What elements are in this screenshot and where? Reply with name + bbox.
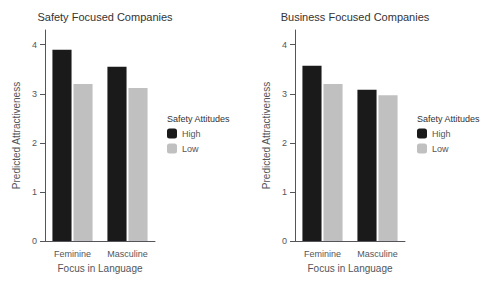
svg-text:Feminine: Feminine bbox=[54, 249, 91, 259]
svg-text:Predicted Attractiveness: Predicted Attractiveness bbox=[261, 82, 272, 189]
svg-text:2: 2 bbox=[32, 138, 37, 148]
svg-text:Focus in Language: Focus in Language bbox=[307, 263, 393, 274]
svg-text:Focus in Language: Focus in Language bbox=[57, 263, 143, 274]
svg-text:2: 2 bbox=[282, 138, 287, 148]
svg-text:Masculine: Masculine bbox=[357, 249, 398, 259]
svg-text:1: 1 bbox=[282, 187, 287, 197]
svg-text:Predicted Attractiveness: Predicted Attractiveness bbox=[11, 82, 22, 189]
svg-text:4: 4 bbox=[282, 40, 287, 50]
svg-text:1: 1 bbox=[32, 187, 37, 197]
svg-text:Safety Attitudes: Safety Attitudes bbox=[167, 114, 230, 124]
svg-text:High: High bbox=[182, 129, 201, 139]
svg-text:Low: Low bbox=[182, 144, 199, 154]
svg-text:Business Focused Companies: Business Focused Companies bbox=[281, 11, 430, 23]
svg-text:0: 0 bbox=[32, 236, 37, 246]
svg-text:0: 0 bbox=[282, 236, 287, 246]
svg-text:3: 3 bbox=[32, 89, 37, 99]
svg-text:3: 3 bbox=[282, 89, 287, 99]
svg-text:High: High bbox=[432, 129, 451, 139]
svg-text:Safety Attitudes: Safety Attitudes bbox=[417, 114, 480, 124]
svg-text:Feminine: Feminine bbox=[304, 249, 341, 259]
svg-text:Low: Low bbox=[432, 144, 449, 154]
svg-text:Safety Focused Companies: Safety Focused Companies bbox=[37, 11, 173, 23]
svg-text:Masculine: Masculine bbox=[107, 249, 148, 259]
svg-text:4: 4 bbox=[32, 40, 37, 50]
